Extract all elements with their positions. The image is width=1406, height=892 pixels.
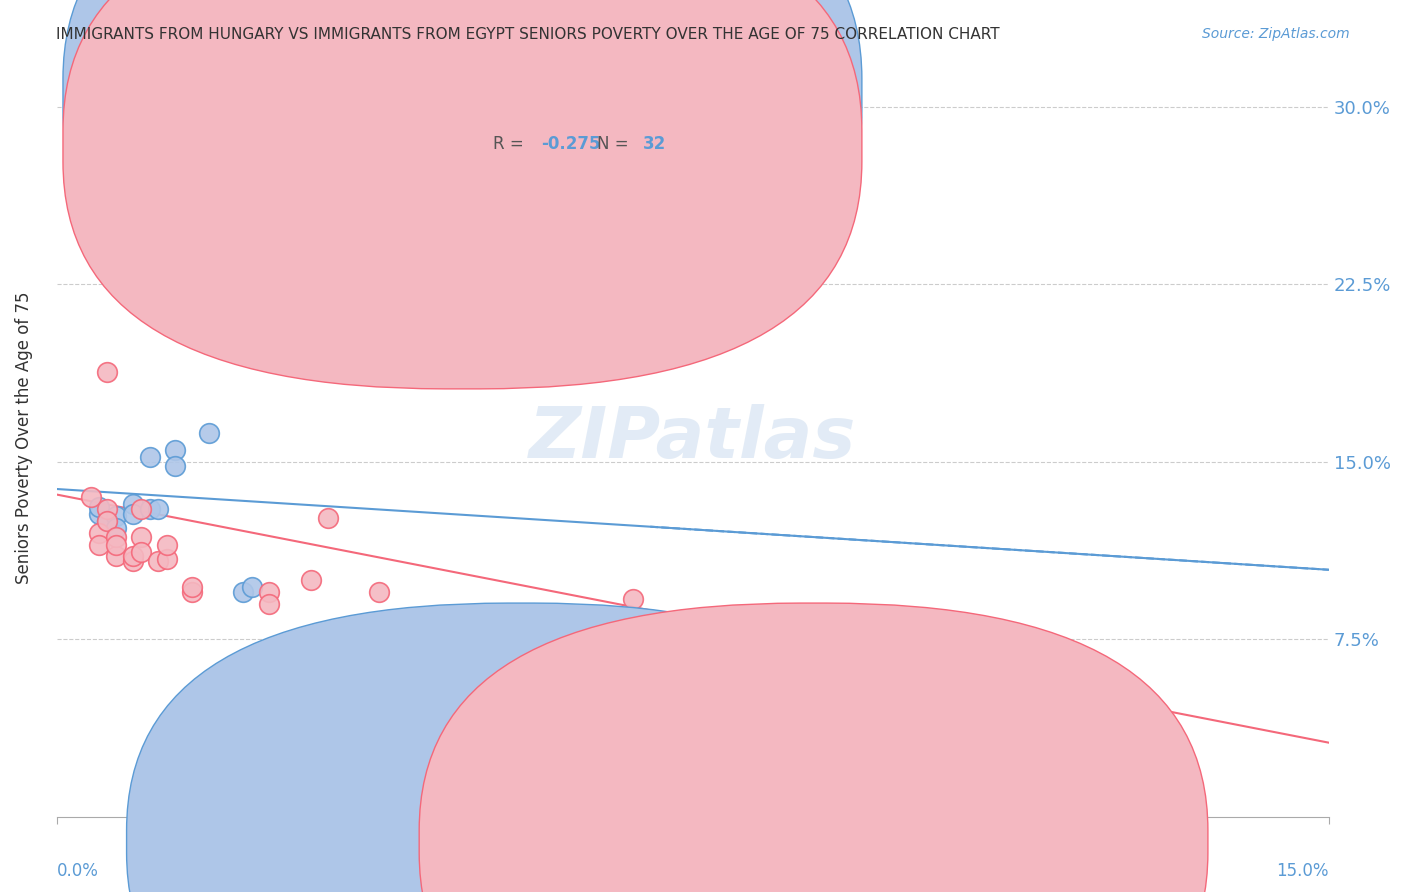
Point xyxy=(96,514,118,528)
Point xyxy=(165,459,187,474)
Point xyxy=(87,500,110,514)
Text: 17: 17 xyxy=(643,83,666,101)
Point xyxy=(181,584,204,599)
Point xyxy=(470,673,492,687)
Point xyxy=(156,551,179,566)
Point xyxy=(139,450,162,464)
Point xyxy=(131,544,153,558)
Point xyxy=(122,497,145,511)
FancyBboxPatch shape xyxy=(127,603,915,892)
Point xyxy=(148,502,170,516)
Point xyxy=(104,530,127,544)
Point xyxy=(114,277,136,292)
Point xyxy=(122,507,145,521)
Point xyxy=(96,365,118,379)
Point xyxy=(87,537,110,551)
Text: R =: R = xyxy=(494,83,529,101)
Point xyxy=(104,537,127,551)
Point xyxy=(181,580,204,594)
FancyBboxPatch shape xyxy=(63,0,862,389)
Point xyxy=(367,584,389,599)
Point xyxy=(579,656,602,670)
Point xyxy=(104,549,127,564)
Point xyxy=(232,584,254,599)
Point xyxy=(350,183,373,197)
Point xyxy=(316,511,339,525)
Point xyxy=(1063,663,1085,677)
Point xyxy=(240,580,263,594)
Text: IMMIGRANTS FROM HUNGARY VS IMMIGRANTS FROM EGYPT SENIORS POVERTY OVER THE AGE OF: IMMIGRANTS FROM HUNGARY VS IMMIGRANTS FR… xyxy=(56,27,1000,42)
Point xyxy=(139,502,162,516)
Text: Immigrants from Hungary: Immigrants from Hungary xyxy=(543,832,758,850)
Point xyxy=(198,426,221,441)
Point xyxy=(79,490,101,504)
Point xyxy=(165,442,187,457)
Point xyxy=(190,242,212,256)
Point xyxy=(104,509,127,524)
Text: 15.0%: 15.0% xyxy=(1277,862,1329,880)
Point xyxy=(884,620,907,634)
Point xyxy=(148,554,170,568)
Point xyxy=(621,591,644,606)
Point xyxy=(299,573,322,587)
Text: Immigrants from Egypt: Immigrants from Egypt xyxy=(835,832,1028,850)
Point xyxy=(249,230,271,244)
Point xyxy=(96,502,118,516)
Point xyxy=(96,514,118,528)
Text: 32: 32 xyxy=(643,135,666,153)
Text: -0.275: -0.275 xyxy=(541,135,600,153)
Text: 0.0%: 0.0% xyxy=(56,862,98,880)
Text: N =: N = xyxy=(598,83,634,101)
Point xyxy=(104,521,127,535)
FancyBboxPatch shape xyxy=(63,0,862,337)
Point xyxy=(257,597,280,611)
Point xyxy=(453,663,475,677)
Point xyxy=(257,584,280,599)
Text: ZIPatlas: ZIPatlas xyxy=(529,403,856,473)
Text: R =: R = xyxy=(494,135,529,153)
Point xyxy=(156,537,179,551)
FancyBboxPatch shape xyxy=(429,68,837,195)
Text: 0.143: 0.143 xyxy=(541,83,593,101)
FancyBboxPatch shape xyxy=(419,603,1208,892)
Point xyxy=(87,507,110,521)
Y-axis label: Seniors Poverty Over the Age of 75: Seniors Poverty Over the Age of 75 xyxy=(15,292,32,584)
Point xyxy=(131,502,153,516)
Point xyxy=(87,525,110,540)
Text: Source: ZipAtlas.com: Source: ZipAtlas.com xyxy=(1202,27,1350,41)
Point xyxy=(122,549,145,564)
Point xyxy=(122,554,145,568)
Point xyxy=(131,530,153,544)
Text: N =: N = xyxy=(598,135,634,153)
